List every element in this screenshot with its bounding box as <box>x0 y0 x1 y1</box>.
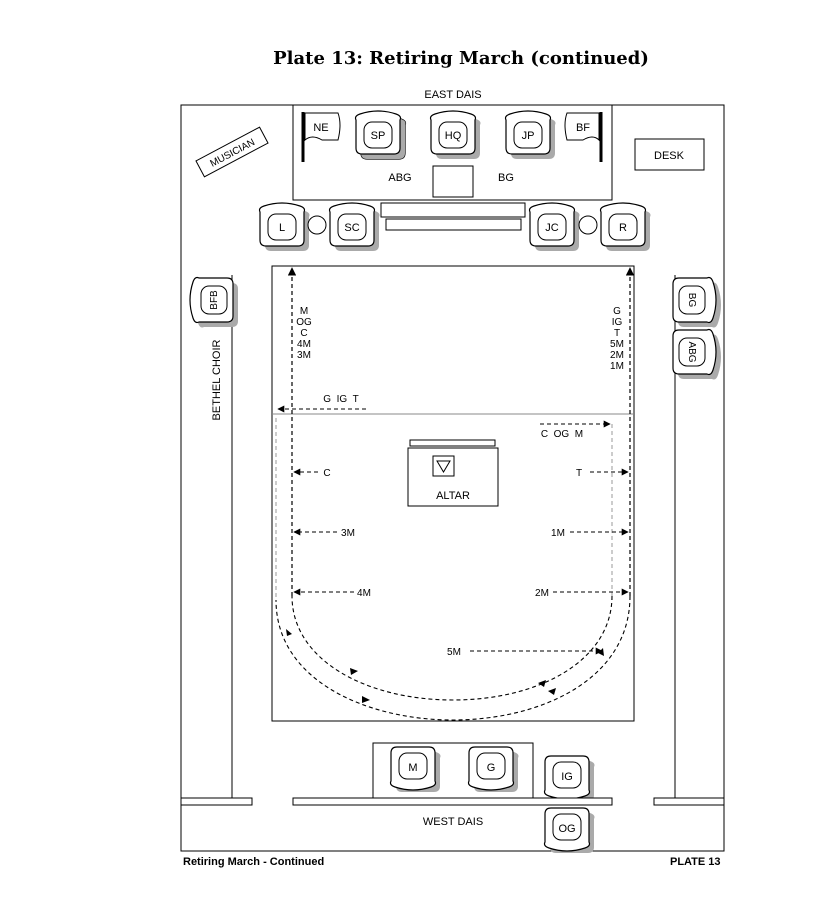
dais-step-lower <box>385 218 522 231</box>
g-ig-t-label: G IG T <box>323 394 358 405</box>
chair-bfb-label: BFB <box>209 290 220 310</box>
desk <box>634 138 705 171</box>
footer-caption: Retiring March - Continued <box>183 856 325 868</box>
chair-hq-label: HQ <box>445 130 462 142</box>
left-stack-0: M <box>300 306 308 317</box>
curve-arrow-4 <box>538 680 546 687</box>
chair-l: L <box>258 202 310 251</box>
east-dais-label: EAST DAIS <box>424 89 481 101</box>
flag-bf-label: BF <box>576 122 590 134</box>
dais-abg-label: ABG <box>388 172 411 184</box>
m1-label: 1M <box>551 528 565 539</box>
chair-jp-label: JP <box>522 130 535 142</box>
dais-center-box <box>432 165 474 198</box>
right-stack-5: 1M <box>610 361 624 372</box>
left-stack-3: 4M <box>297 339 311 350</box>
chair-r-label: R <box>619 222 627 234</box>
chair-abg: ABG <box>672 328 721 380</box>
chair-og-label: OG <box>558 823 575 835</box>
c-label: C <box>323 468 330 479</box>
right-stack-0: G <box>613 306 621 317</box>
chair-ig: IG <box>543 755 595 801</box>
chair-l-label: L <box>279 222 285 234</box>
right-stack-1: IG <box>612 317 623 328</box>
left-stack-4: 3M <box>297 350 311 361</box>
chair-r: R <box>599 202 651 251</box>
altar-triangle-box <box>432 455 455 477</box>
curve-arrow-1 <box>286 629 292 636</box>
west-dais-bar <box>292 797 613 806</box>
inner-curve-path <box>291 595 613 701</box>
chair-sp: SP <box>354 110 407 160</box>
chair-abg-label: ABG <box>686 341 697 362</box>
chair-hq: HQ <box>429 110 481 159</box>
right-stack-3: 5M <box>610 339 624 350</box>
chair-ig-label: IG <box>561 771 573 783</box>
altar-top-bar <box>409 439 496 447</box>
flag-ne: NE <box>301 112 341 162</box>
flag-ne-label: NE <box>313 122 328 134</box>
chair-bg: BG <box>672 276 721 328</box>
pedestal-right <box>578 215 598 235</box>
pedestal-left <box>307 215 327 235</box>
curve-arrow-5 <box>548 688 556 695</box>
m2-label: 2M <box>535 588 549 599</box>
curve-arrow-3 <box>362 696 370 703</box>
chair-sp-label: SP <box>371 130 386 142</box>
altar-triangle-icon <box>436 460 451 473</box>
chair-bg-label: BG <box>686 293 697 308</box>
m4-label: 4M <box>357 588 371 599</box>
c-og-m-label: C OG M <box>541 429 583 440</box>
right-stack-4: 2M <box>610 350 624 361</box>
musician-sign: MUSICIAN <box>195 126 269 178</box>
chair-bfb: BFB <box>189 276 238 328</box>
chair-og: OG <box>543 807 595 853</box>
page-title: Plate 13: Retiring March (continued) <box>273 48 649 69</box>
chair-sc: SC <box>328 202 380 251</box>
curve-arrow-2 <box>350 668 358 675</box>
right-stack-2: T <box>614 328 620 339</box>
chair-m-label: M <box>408 762 417 774</box>
left-stack-2: C <box>300 328 307 339</box>
bethel-choir-label: BETHEL CHOIR <box>211 340 223 421</box>
chair-jp: JP <box>504 110 556 159</box>
chair-m: M <box>389 746 441 792</box>
dais-step-upper <box>380 202 526 218</box>
curve-arrow-6 <box>598 648 604 656</box>
desk-label: DESK <box>654 150 685 162</box>
m3-label: 3M <box>341 528 355 539</box>
lodge-floor <box>271 265 635 722</box>
left-stack-1: OG <box>296 317 312 328</box>
m5-label: 5M <box>447 647 461 658</box>
chair-g: G <box>467 746 519 792</box>
west-bench-left <box>180 797 253 806</box>
footer-plate-number: PLATE 13 <box>670 856 721 868</box>
flag-bf: BF <box>564 112 603 162</box>
chair-g-label: G <box>487 762 496 774</box>
dais-bg-label: BG <box>498 172 514 184</box>
west-bench-right <box>653 797 725 806</box>
altar-label: ALTAR <box>436 490 470 502</box>
outer-curve-path <box>275 595 631 721</box>
chair-jc-label: JC <box>545 222 559 234</box>
t-label: T <box>576 468 582 479</box>
chair-jc: JC <box>528 202 580 251</box>
west-dais-label: WEST DAIS <box>423 816 483 828</box>
east-dais <box>292 104 613 201</box>
chair-sc-label: SC <box>344 222 359 234</box>
